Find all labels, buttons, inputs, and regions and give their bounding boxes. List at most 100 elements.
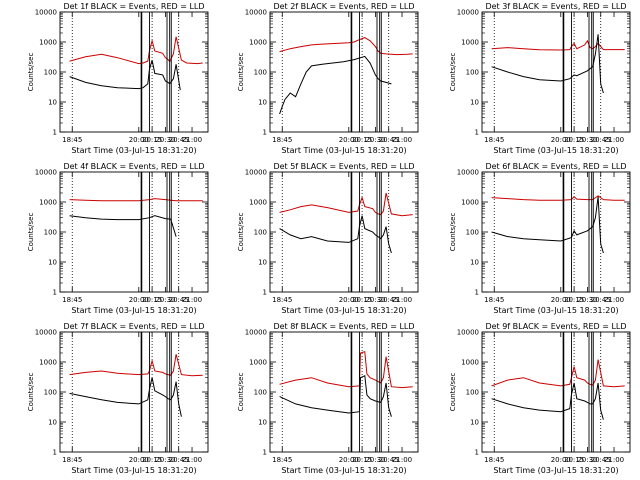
x-tick-label: 18:45 bbox=[62, 136, 82, 144]
y-tick-label: 1 bbox=[263, 129, 267, 137]
x-tick-label: 21:00 bbox=[604, 456, 624, 464]
y-tick-label: 1 bbox=[263, 449, 267, 457]
x-tick-label: 20:30 bbox=[577, 296, 597, 304]
panel-title: Det 4f BLACK = Events, RED = LLD bbox=[63, 162, 204, 171]
x-tick-label: 18:45 bbox=[484, 296, 504, 304]
y-tick-label: 10 bbox=[258, 99, 267, 107]
plot-frame bbox=[269, 331, 419, 453]
x-tick-label: 20:45 bbox=[169, 296, 189, 304]
plot-frame bbox=[481, 171, 631, 293]
y-tick-label: 1000 bbox=[461, 199, 479, 207]
x-tick-label: 21:00 bbox=[182, 456, 202, 464]
panel-title: Det 2f BLACK = Events, RED = LLD bbox=[273, 2, 414, 11]
series-lld-line bbox=[69, 198, 203, 202]
panel-3: Det 3f BLACK = Events, RED = LLD Counts/s… bbox=[449, 2, 631, 155]
y-tick-label: 10000 bbox=[245, 9, 267, 17]
plot-frame bbox=[59, 171, 209, 293]
y-tick-label: 1 bbox=[263, 289, 267, 297]
y-tick-label: 10 bbox=[258, 419, 267, 427]
x-tick-label: 20:30 bbox=[365, 296, 385, 304]
plot-frame bbox=[481, 11, 631, 133]
y-tick-label: 1000 bbox=[39, 199, 57, 207]
series-lld-line bbox=[279, 351, 413, 389]
y-tick-label: 10000 bbox=[245, 329, 267, 337]
series-events-line bbox=[69, 377, 182, 417]
series-events-line bbox=[491, 382, 604, 420]
panel-title: Det 5f BLACK = Events, RED = LLD bbox=[273, 162, 414, 171]
y-tick-label: 100 bbox=[466, 229, 479, 237]
x-tick-label: 18:45 bbox=[272, 456, 292, 464]
panel-1: Det 1f BLACK = Events, RED = LLD Counts/s… bbox=[27, 2, 209, 155]
x-tick-label: 20:30 bbox=[155, 456, 175, 464]
y-axis-label: Counts/sec bbox=[237, 213, 245, 252]
y-tick-label: 1 bbox=[475, 289, 479, 297]
y-tick-label: 100 bbox=[44, 389, 57, 397]
plot-frame bbox=[59, 331, 209, 453]
y-tick-label: 1000 bbox=[249, 199, 267, 207]
x-tick-label: 20:30 bbox=[577, 136, 597, 144]
x-tick-label: 20:15 bbox=[352, 296, 372, 304]
series-events-line bbox=[69, 59, 181, 91]
x-tick-label: 20:15 bbox=[142, 456, 162, 464]
y-tick-label: 10 bbox=[470, 259, 479, 267]
panel-9: Det 9f BLACK = Events, RED = LLD Counts/s… bbox=[449, 322, 631, 475]
y-tick-label: 10000 bbox=[245, 169, 267, 177]
x-tick-label: 21:00 bbox=[604, 296, 624, 304]
panel-title: Det 9f BLACK = Events, RED = LLD bbox=[485, 322, 626, 331]
plot-frame bbox=[269, 11, 419, 133]
x-tick-label: 20:00 bbox=[339, 136, 359, 144]
y-tick-label: 10000 bbox=[35, 329, 57, 337]
panel-title: Det 3f BLACK = Events, RED = LLD bbox=[485, 2, 626, 11]
y-tick-label: 10 bbox=[48, 259, 57, 267]
x-tick-label: 21:00 bbox=[182, 136, 202, 144]
panel-title: Det 8f BLACK = Events, RED = LLD bbox=[273, 322, 414, 331]
x-axis-label: Start Time (03-Jul-15 18:31:20) bbox=[493, 466, 618, 475]
x-tick-label: 20:45 bbox=[379, 296, 399, 304]
x-tick-label: 18:45 bbox=[272, 296, 292, 304]
x-axis-label: Start Time (03-Jul-15 18:31:20) bbox=[71, 306, 196, 315]
series-lld-line bbox=[491, 359, 625, 388]
y-axis-label: Counts/sec bbox=[27, 53, 35, 92]
y-tick-label: 1000 bbox=[249, 39, 267, 47]
series-lld-line bbox=[69, 36, 203, 65]
x-axis-label: Start Time (03-Jul-15 18:31:20) bbox=[71, 466, 196, 475]
x-tick-label: 21:00 bbox=[182, 296, 202, 304]
y-axis-label: Counts/sec bbox=[449, 373, 457, 412]
x-tick-label: 20:15 bbox=[564, 136, 584, 144]
x-tick-label: 20:30 bbox=[365, 456, 385, 464]
panel-8: Det 8f BLACK = Events, RED = LLD Counts/s… bbox=[237, 322, 419, 475]
x-tick-label: 18:45 bbox=[484, 136, 504, 144]
x-tick-label: 20:45 bbox=[169, 456, 189, 464]
series-events-line bbox=[69, 215, 177, 237]
x-axis-label: Start Time (03-Jul-15 18:31:20) bbox=[493, 306, 618, 315]
y-tick-label: 10000 bbox=[457, 169, 479, 177]
x-tick-label: 20:00 bbox=[129, 136, 149, 144]
y-tick-label: 10 bbox=[48, 419, 57, 427]
x-tick-label: 20:45 bbox=[591, 296, 611, 304]
x-tick-label: 20:15 bbox=[142, 136, 162, 144]
y-tick-label: 100 bbox=[254, 69, 267, 77]
x-tick-label: 20:00 bbox=[551, 456, 571, 464]
y-tick-label: 10 bbox=[48, 99, 57, 107]
series-events-line bbox=[491, 196, 604, 254]
x-tick-label: 21:00 bbox=[392, 456, 412, 464]
panel-title: Det 7f BLACK = Events, RED = LLD bbox=[63, 322, 204, 331]
y-tick-label: 100 bbox=[466, 389, 479, 397]
x-axis-label: Start Time (03-Jul-15 18:31:20) bbox=[493, 146, 618, 155]
x-tick-label: 21:00 bbox=[392, 296, 412, 304]
y-axis-label: Counts/sec bbox=[449, 213, 457, 252]
x-tick-label: 20:00 bbox=[339, 296, 359, 304]
y-tick-label: 1000 bbox=[39, 359, 57, 367]
y-tick-label: 10000 bbox=[457, 9, 479, 17]
y-axis-label: Counts/sec bbox=[449, 53, 457, 92]
x-tick-label: 20:45 bbox=[379, 136, 399, 144]
x-tick-label: 18:45 bbox=[62, 296, 82, 304]
series-lld-line bbox=[279, 192, 413, 217]
x-tick-label: 18:45 bbox=[272, 136, 292, 144]
y-tick-label: 10000 bbox=[35, 169, 57, 177]
x-axis-label: Start Time (03-Jul-15 18:31:20) bbox=[281, 306, 406, 315]
x-axis-label: Start Time (03-Jul-15 18:31:20) bbox=[71, 146, 196, 155]
x-tick-label: 20:30 bbox=[155, 296, 175, 304]
y-tick-label: 1000 bbox=[461, 359, 479, 367]
x-tick-label: 20:15 bbox=[564, 296, 584, 304]
